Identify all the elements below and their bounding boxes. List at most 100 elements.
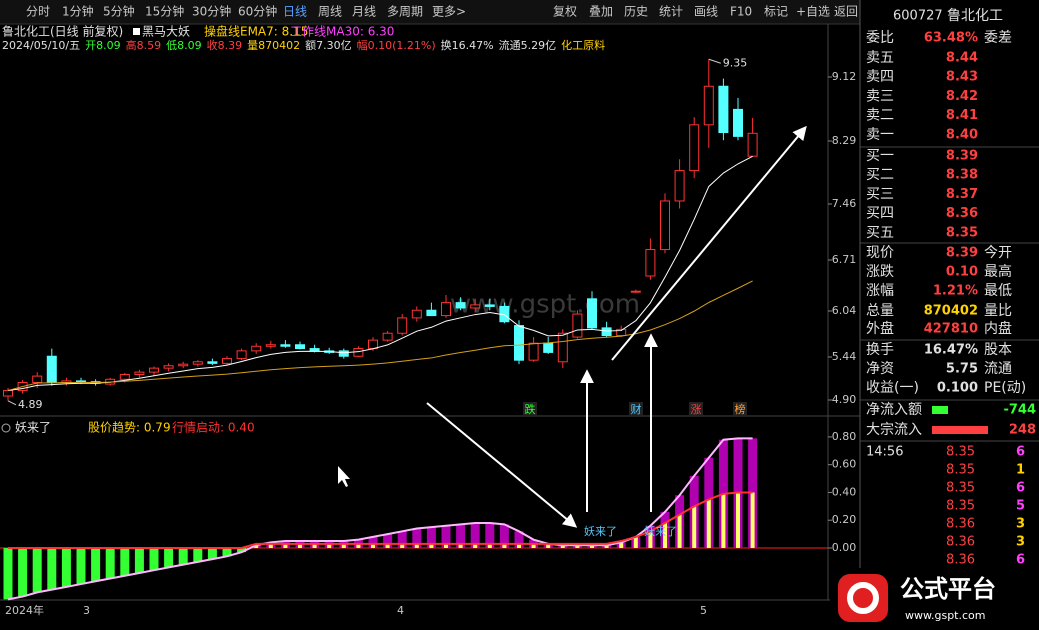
start-bar: [663, 522, 667, 548]
low-pointer: [7, 400, 17, 406]
candle-body: [280, 344, 291, 347]
toolbar-button[interactable]: 日线: [283, 5, 307, 19]
toolbar-button[interactable]: 15分钟: [145, 4, 184, 19]
row-value: 63.48%: [924, 31, 978, 46]
trend-bar: [485, 522, 495, 548]
row-label: PE(动): [984, 380, 1026, 396]
candle-body: [557, 332, 568, 363]
start-bar: [473, 543, 478, 548]
toolbar-button[interactable]: 5分钟: [103, 4, 135, 19]
row-label: 最高: [984, 263, 1012, 280]
indicator-name: 妖来了: [15, 421, 51, 435]
logo-icon: [838, 574, 888, 622]
toolbar-button[interactable]: 历史: [624, 5, 648, 19]
toolbar-button[interactable]: 周线: [318, 5, 342, 19]
trend-bar: [61, 547, 71, 587]
start-bar: [736, 492, 740, 548]
row-label: 股本: [984, 342, 1012, 358]
tick-volume: 3: [1016, 517, 1025, 532]
row-label: 买三: [866, 186, 894, 202]
row-label: 买四: [866, 206, 894, 222]
toolbar-button[interactable]: 30分钟: [192, 4, 231, 19]
toolbar-bg: [0, 0, 860, 24]
candle-body: [470, 304, 481, 309]
candle-body: [338, 350, 349, 357]
start-bar: [268, 543, 273, 548]
start-bar: [458, 543, 463, 548]
trend-bar: [91, 547, 101, 582]
tick-volume: 1: [1016, 463, 1025, 478]
info-item: 幅0.10(1.21%): [357, 39, 436, 52]
row-value: 1.21%: [933, 284, 978, 299]
row-value: 8.39: [946, 246, 978, 261]
candle-body: [689, 124, 700, 172]
toolbar-button[interactable]: 画线: [694, 5, 718, 19]
candle-body: [674, 170, 685, 202]
start-bar: [692, 506, 697, 548]
toolbar-button[interactable]: 多周期: [387, 5, 423, 19]
candle-body: [192, 361, 203, 365]
candle-body: [309, 348, 320, 352]
toolbar-button[interactable]: 月线: [352, 5, 376, 19]
toolbar-button[interactable]: 叠加: [589, 5, 613, 19]
toolbar-button[interactable]: 返回: [834, 5, 858, 19]
toolbar-button[interactable]: 60分钟: [238, 4, 277, 19]
candle-body: [251, 345, 262, 352]
row-value: 8.43: [946, 70, 978, 85]
info-item: 收8.39: [207, 38, 243, 52]
trend-bar: [178, 547, 188, 565]
start-bar: [356, 543, 361, 548]
toolbar-button[interactable]: 更多>: [432, 5, 466, 19]
y-tick-label: 6.71: [832, 253, 857, 266]
row-label: 委比: [866, 30, 894, 46]
row-value: 870402: [924, 304, 978, 319]
candle-body: [441, 302, 451, 317]
candle-body: [163, 365, 174, 369]
y-tick-label: 0.20: [832, 513, 857, 526]
candle-body: [747, 132, 758, 157]
toolbar-button[interactable]: F10: [730, 5, 752, 19]
y-tick-label: 0.40: [832, 485, 857, 498]
trend-bar: [3, 547, 13, 600]
trend-bar: [18, 547, 28, 597]
signal-text: 妖来了: [644, 524, 677, 538]
tick-volume: 3: [1016, 535, 1025, 550]
arrow: [611, 125, 807, 361]
trend-bar: [134, 547, 144, 573]
logo-url: www.gspt.com: [905, 609, 985, 622]
tick-price: 8.36: [946, 535, 975, 550]
ema7-line: [7, 155, 753, 391]
candle-body: [630, 290, 641, 293]
row-label: 收益(一): [866, 380, 919, 396]
signal-badge-bg: [523, 402, 537, 416]
row-label: 净资: [866, 361, 894, 377]
toolbar-button[interactable]: 标记: [764, 5, 788, 19]
legend-swatch: [133, 28, 140, 35]
start-bar: [517, 543, 521, 548]
candle-body: [149, 367, 159, 373]
tick-volume: 5: [1016, 499, 1025, 514]
x-tick-label: 5: [700, 604, 707, 617]
toolbar-button[interactable]: +自选: [796, 5, 830, 19]
start-bar: [371, 543, 375, 548]
start-bar: [341, 543, 346, 548]
row-label: 涨跌: [866, 264, 894, 280]
row-label: 买一: [866, 148, 894, 164]
toolbar-button[interactable]: 统计: [659, 5, 683, 19]
toolbar-button[interactable]: 复权: [553, 5, 577, 19]
tick-price: 8.36: [946, 517, 975, 532]
trend-bar: [426, 527, 436, 548]
ma30-line: [7, 280, 753, 391]
toolbar-button[interactable]: 分时: [26, 5, 50, 19]
candle-body: [514, 325, 524, 361]
trend-bar: [207, 547, 217, 560]
signal-badge: 跌: [525, 402, 536, 416]
start-bar: [750, 492, 755, 548]
toolbar-button[interactable]: 1分钟: [62, 4, 94, 19]
row-value: 16.47%: [924, 343, 978, 358]
row-value: 0.10: [946, 265, 978, 280]
info-item: 开8.09: [85, 39, 121, 52]
signal-badge-bg: [689, 402, 703, 416]
signal-badge: 榜: [735, 402, 746, 416]
